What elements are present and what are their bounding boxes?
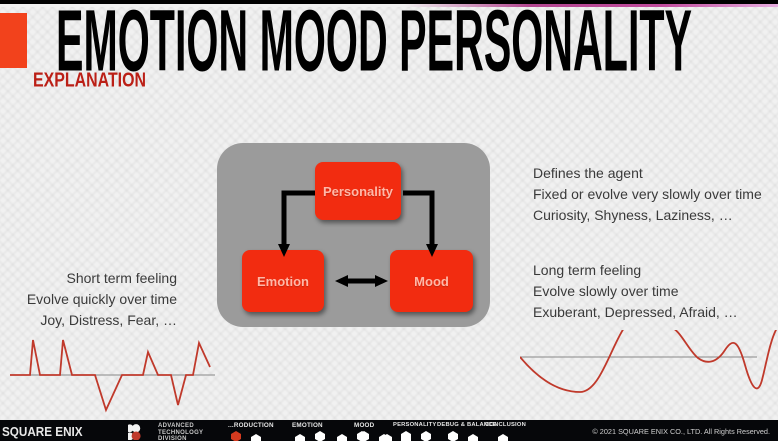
svg-text:EXPLANATION: EXPLANATION <box>33 70 146 92</box>
